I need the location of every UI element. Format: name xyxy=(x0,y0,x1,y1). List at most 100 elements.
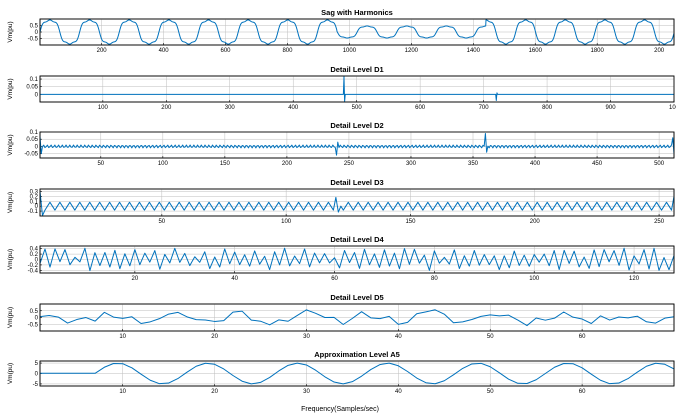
x-tick-label: 600 xyxy=(221,48,232,54)
x-tick-label: 250 xyxy=(344,161,355,167)
x-tick-label: 450 xyxy=(592,161,603,167)
x-tick-label: 500 xyxy=(352,105,363,111)
subplot-title: Detail Level D2 xyxy=(330,121,383,130)
y-tick-label: -0.5 xyxy=(28,37,39,43)
y-tick-label: -0.4 xyxy=(28,268,39,274)
x-tick-label: 40 xyxy=(395,334,402,340)
x-tick-label: 50 xyxy=(487,389,494,395)
x-tick-label: 120 xyxy=(629,276,640,282)
axes-border xyxy=(39,303,675,332)
y-tick-label: -0.05 xyxy=(24,152,38,158)
x-tick-label: 400 xyxy=(288,105,299,111)
x-tick-label: 900 xyxy=(606,105,617,111)
y-tick-label: 5 xyxy=(35,361,39,367)
plot-area xyxy=(39,131,675,159)
x-tick-label: 50 xyxy=(487,334,494,340)
x-tick-label: 40 xyxy=(231,276,238,282)
x-tick-label: 250 xyxy=(654,219,665,225)
x-tick-label: 1800 xyxy=(591,48,605,54)
x-tick-label: 100 xyxy=(281,219,292,225)
subplot-title: Detail Level D1 xyxy=(330,65,383,74)
x-tick-label: 50 xyxy=(158,219,165,225)
x-tick-label: 20 xyxy=(211,334,218,340)
x-tick-label: 1600 xyxy=(529,48,543,54)
y-tick-label: 0 xyxy=(35,30,39,36)
subplot-title: Detail Level D5 xyxy=(330,293,383,302)
subplot-6: 10 20 30 40 50 60 -0.500.5 Detail Level D5 Vm(pu… xyxy=(7,293,675,340)
x-tick-label: 300 xyxy=(406,161,417,167)
y-tick-label: 0 xyxy=(35,258,39,264)
axes-border xyxy=(39,188,675,217)
x-tick-label: 20 xyxy=(211,389,218,395)
y-tick-label: 0 xyxy=(35,316,39,322)
x-tick-label: 50 xyxy=(97,161,104,167)
y-axis-label: Vm(pu) xyxy=(7,249,14,270)
series-line xyxy=(40,76,674,102)
y-tick-label: 0.05 xyxy=(26,85,38,91)
plot-area xyxy=(39,75,675,103)
series-line xyxy=(40,309,674,327)
plot-area xyxy=(39,188,675,217)
axes-border xyxy=(39,245,675,274)
subplot-title: Detail Level D4 xyxy=(330,235,384,244)
x-tick-label: 200 xyxy=(654,48,665,54)
x-tick-label: 30 xyxy=(303,334,310,340)
y-tick-label: 0.2 xyxy=(30,252,39,258)
subplot-1: 200 400 600 800 1000 1200 1400 1600 1800 200-0.50… xyxy=(7,8,675,54)
x-tick-label: 300 xyxy=(225,105,236,111)
x-tick-label: 100 xyxy=(98,105,109,111)
x-tick-label: 200 xyxy=(530,219,541,225)
y-tick-label: -5 xyxy=(33,382,39,388)
series-line xyxy=(40,191,674,216)
x-tick-label: 400 xyxy=(159,48,170,54)
y-tick-label: 0.05 xyxy=(26,137,38,143)
subplot-2: 100 200 300 400 500 600 700 800 900 100 00.05 0.1 De… xyxy=(7,65,676,111)
subplot-5: 20 40 60 80 100 120 -0.4-0.200.20.4 Detail Leve… xyxy=(7,235,675,282)
y-tick-label: 0 xyxy=(35,92,39,98)
x-tick-label: 40 xyxy=(395,389,402,395)
x-tick-label: 60 xyxy=(579,389,586,395)
x-tick-label: 200 xyxy=(97,48,108,54)
y-axis-label: Vm(pu) xyxy=(7,363,14,384)
x-tick-label: 400 xyxy=(530,161,541,167)
y-tick-label: 0.2 xyxy=(30,194,39,200)
x-tick-label: 100 xyxy=(669,105,676,111)
x-tick-label: 100 xyxy=(529,276,540,282)
subplot-title: Detail Level D3 xyxy=(330,178,383,187)
subplot-7: 10 20 30 40 50 60 -5 0 5 Approximation Level A5 Vm… xyxy=(7,350,675,395)
x-tick-label: 10 xyxy=(119,389,126,395)
x-tick-label: 1000 xyxy=(343,48,357,54)
axes-border xyxy=(39,18,675,46)
y-tick-label: 0.3 xyxy=(30,189,39,195)
axes-border xyxy=(39,131,675,159)
x-tick-label: 700 xyxy=(479,105,490,111)
x-tick-label: 800 xyxy=(542,105,553,111)
x-tick-label: 150 xyxy=(405,219,416,225)
axes-border xyxy=(39,360,675,387)
y-tick-label: -0.5 xyxy=(28,322,39,328)
subplot-3: 50 100 150 200 250 300 350 400 450 500 -0.05 00.050… xyxy=(7,121,675,167)
x-tick-label: 100 xyxy=(158,161,169,167)
y-axis-label: Vm(pu) xyxy=(7,21,14,42)
x-tick-label: 30 xyxy=(303,389,310,395)
subplot-title: Sag with Harmonics xyxy=(321,8,393,17)
x-tick-label: 200 xyxy=(282,161,293,167)
subplot-panels: 200 400 600 800 1000 1200 1400 1600 1800 200-0.50… xyxy=(7,8,676,395)
y-tick-label: 0 xyxy=(35,144,39,150)
y-tick-label: 0 xyxy=(35,204,39,210)
series-line xyxy=(40,19,674,45)
x-tick-label: 200 xyxy=(161,105,172,111)
x-tick-label: 80 xyxy=(431,276,438,282)
x-tick-label: 1400 xyxy=(467,48,481,54)
y-axis-label: Vm(pu) xyxy=(7,78,14,99)
y-tick-label: 0.5 xyxy=(30,309,39,315)
y-tick-label: 0.5 xyxy=(30,24,39,30)
x-tick-label: 10 xyxy=(119,334,126,340)
y-tick-label: 0.1 xyxy=(30,77,39,83)
x-tick-label: 350 xyxy=(468,161,479,167)
x-tick-label: 150 xyxy=(220,161,231,167)
y-axis-label: Vm(pu) xyxy=(7,192,14,213)
y-tick-label: -0.1 xyxy=(28,209,39,215)
x-tick-label: 20 xyxy=(132,276,139,282)
